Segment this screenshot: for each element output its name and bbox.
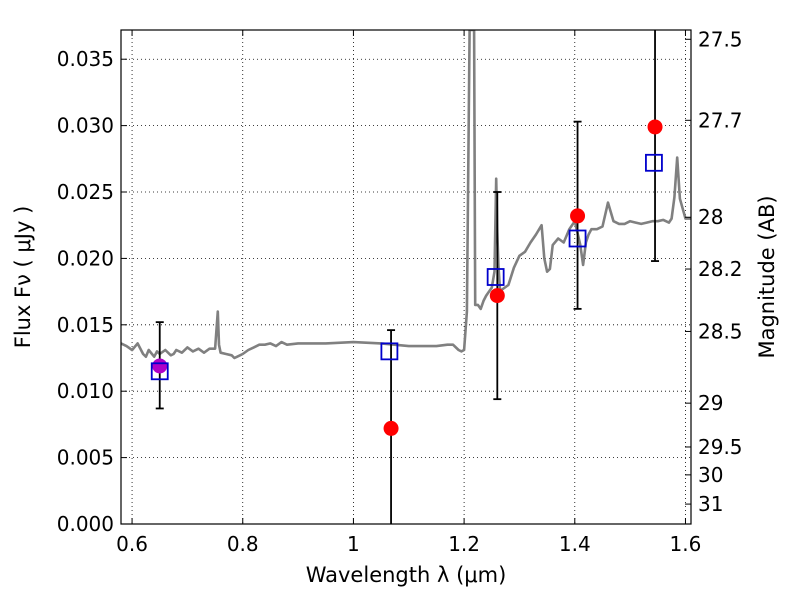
y-tick-label: 0.025 (57, 180, 114, 204)
y-tick-label: 0.005 (57, 446, 114, 470)
y2-tick-label: 28.5 (698, 319, 743, 343)
error-bars (155, 30, 660, 524)
model-point (486, 268, 505, 286)
spectrum-line (121, 30, 691, 360)
observed-point (152, 358, 168, 374)
y-tick-label: 0.035 (57, 47, 114, 71)
grid-lines (121, 30, 691, 525)
model-point (150, 362, 169, 381)
x-tick-label: 1.6 (670, 532, 702, 556)
y-axis-label: Flux Fν ( μJy ) (11, 206, 35, 349)
y2-axis: 27.5 27.7 28 28.2 28.5 29 29.5 30 31 (685, 27, 743, 516)
y2-axis-label: Magnitude (AB) (755, 195, 779, 358)
y-tick-label: 0.000 (57, 512, 114, 536)
y-tick-label: 0.020 (57, 246, 114, 270)
observed-point (647, 119, 663, 135)
x-tick-label: 0.8 (227, 532, 259, 556)
observed-point (383, 420, 399, 436)
spectrum-layer (121, 30, 691, 360)
observed-points (152, 119, 663, 436)
y-tick-label: 0.030 (57, 114, 114, 138)
y2-tick-label: 29.5 (698, 435, 743, 459)
y2-tick-label: 30 (698, 463, 723, 487)
y-axis: 0.000 0.005 0.010 0.015 0.020 0.025 0.030 0.035 (57, 47, 127, 536)
y2-tick-label: 29 (698, 391, 723, 415)
y-tick-label: 0.010 (57, 379, 114, 403)
observed-point (489, 288, 505, 304)
x-tick-label: 0.6 (116, 532, 148, 556)
x-tick-label: 1.2 (448, 532, 480, 556)
y2-tick-label: 27.5 (698, 27, 743, 51)
model-point (380, 342, 399, 361)
x-tick-label: 1 (347, 532, 360, 556)
plot-frame (120, 29, 692, 525)
x-axis: 0.6 0.8 1 1.2 1.4 1.6 (116, 30, 701, 556)
model-points (150, 153, 663, 381)
model-point (645, 153, 663, 172)
x-axis-label: Wavelength λ (μm) (306, 563, 507, 587)
x-tick-label: 1.4 (559, 532, 591, 556)
y2-tick-label: 31 (698, 492, 723, 516)
observed-point (570, 208, 586, 224)
y-tick-label: 0.015 (57, 313, 114, 337)
model-point (568, 229, 587, 248)
y2-tick-label: 28 (698, 205, 723, 229)
y2-tick-label: 27.7 (698, 108, 743, 132)
y2-tick-label: 28.2 (698, 257, 743, 281)
